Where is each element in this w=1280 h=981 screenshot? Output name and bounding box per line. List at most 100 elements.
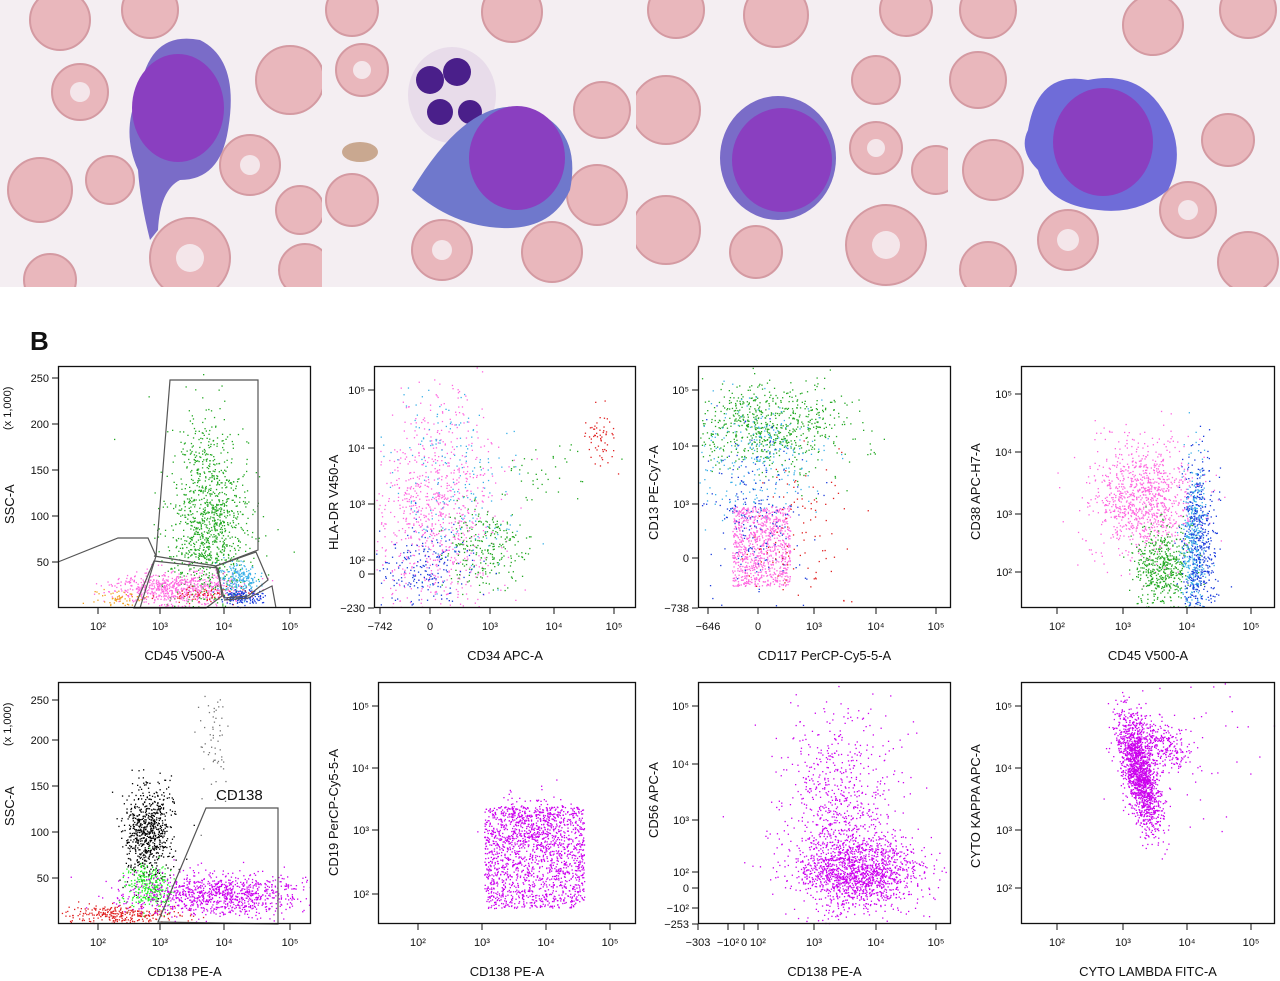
x-tick-label: 10⁵ — [282, 621, 299, 633]
y-axis-label: SSC-A — [2, 786, 17, 826]
event-cloud — [484, 806, 586, 910]
x-tick-label: 10⁵ — [282, 937, 299, 949]
y-tick-label: 10⁵ — [672, 701, 689, 713]
x-axis-label: CD45 V500-A — [144, 648, 225, 663]
event-cloud — [212, 587, 266, 609]
x-axis-label: CD138 PE-A — [469, 964, 545, 979]
x-tick-label: 10⁴ — [216, 621, 233, 633]
x-axis-label: CD45 V500-A — [1107, 648, 1189, 663]
x-tick-label: 10³ — [474, 937, 490, 949]
y-axis-label: SSC-A — [2, 484, 17, 524]
plot-frame — [57, 365, 312, 609]
y-tick-label: 10⁴ — [672, 759, 689, 771]
x-tick-label: −646 — [696, 621, 721, 633]
y-axis-label: HLA-DR V450-A — [326, 454, 341, 550]
x-tick-label: 10⁵ — [1243, 937, 1260, 949]
y-tick-label: 10⁴ — [352, 763, 369, 775]
y-tick-label: 10⁵ — [995, 701, 1012, 713]
event-cloud — [380, 387, 544, 595]
x-tick-label: 10⁵ — [928, 937, 945, 949]
gate-label: CD138 — [216, 787, 263, 804]
plot-frame — [697, 365, 952, 609]
plot-lambda-kappa: 10² 10³ 10⁴ 10⁵ 10⁵ 10⁴ 10³ 10² — [995, 681, 1276, 949]
y-tick-label: 100 — [31, 511, 49, 523]
y-tick-label: 10² — [353, 889, 369, 901]
plot-cd138-ssc: CD138 10² 10³ 10⁴ 10⁵ 250 200 150 100 50 — [31, 681, 312, 949]
micrograph-1 — [0, 0, 322, 287]
x-tick-label: 10⁴ — [216, 937, 233, 949]
event-cloud — [1118, 702, 1219, 783]
plot-4-canvas: 10² 10³ 10⁴ 10⁵ 10⁵ 10⁴ 10³ 10² — [995, 365, 1276, 633]
y-tick-label: 10² — [996, 567, 1012, 579]
micrograph-2 — [322, 0, 636, 287]
y-tick-label: −230 — [340, 603, 365, 615]
event-cloud — [438, 469, 532, 596]
x-tick-label: 10⁵ — [606, 621, 623, 633]
x-tick-label: 10⁴ — [1179, 937, 1196, 949]
micrograph-3 — [636, 0, 948, 287]
event-cloud — [741, 440, 869, 603]
event-cloud — [167, 385, 248, 599]
y-tick-label: 50 — [37, 557, 49, 569]
x-tick-label: 10³ — [1115, 937, 1131, 949]
plot-cd138-cd19: 10² 10³ 10⁴ 10⁵ 10⁵ 10⁴ 10³ 10² — [352, 681, 637, 949]
y-tick-label: 100 — [31, 827, 49, 839]
y-tick-label: 200 — [31, 419, 49, 431]
y-tick-label: 0 — [683, 883, 689, 895]
x-tick-label: 10⁵ — [928, 621, 945, 633]
x-tick-label: 10² — [90, 621, 106, 633]
x-tick-label: 10² — [90, 937, 106, 949]
x-tick-label: −742 — [368, 621, 393, 633]
y-axis-label: CYTO KAPPA APC-A — [968, 744, 983, 868]
event-cloud — [1103, 683, 1276, 833]
x-tick-label: 0 — [755, 621, 761, 633]
event-cloud — [744, 816, 947, 925]
x-tick-label: 10⁵ — [1243, 621, 1260, 633]
y-tick-label: 150 — [31, 465, 49, 477]
x-tick-label: 10² — [1049, 937, 1065, 949]
x-tick-label: 0 — [741, 937, 747, 949]
y-tick-label: 50 — [37, 873, 49, 885]
y-tick-label: 150 — [31, 781, 49, 793]
y-tick-label: 10³ — [349, 499, 365, 511]
x-tick-label: 10⁴ — [1179, 621, 1196, 633]
event-cloud — [722, 685, 933, 922]
y-tick-label: 10² — [996, 883, 1012, 895]
y-tick-label: 250 — [31, 695, 49, 707]
y-tick-label: 10³ — [673, 815, 689, 827]
y-tick-label: −738 — [664, 603, 689, 615]
event-cloud — [477, 779, 583, 873]
y-tick-label: 10³ — [353, 825, 369, 837]
y-tick-label: 10⁴ — [995, 447, 1012, 459]
x-tick-label: −10² — [717, 937, 740, 949]
event-cloud — [376, 367, 538, 609]
y-tick-label: −253 — [664, 919, 689, 931]
y-tick-label: 10⁴ — [995, 763, 1012, 775]
x-axis-label: CYTO LAMBDA FITC-A — [1079, 964, 1217, 979]
y-axis-unit: (x 1,000) — [2, 386, 14, 430]
x-tick-label: 10⁴ — [868, 621, 885, 633]
event-cloud — [82, 588, 148, 607]
x-tick-label: 10⁴ — [868, 937, 885, 949]
x-tick-label: −303 — [686, 937, 711, 949]
y-tick-label: 10² — [349, 555, 365, 567]
event-cloud — [114, 374, 295, 608]
plot-6-canvas: 10² 10³ 10⁴ 10⁵ 10⁵ 10⁴ 10³ 10² — [352, 681, 637, 949]
event-cloud — [70, 859, 311, 923]
x-tick-label: 10³ — [152, 937, 168, 949]
x-tick-label: 10³ — [1115, 621, 1131, 633]
y-tick-label: 10³ — [996, 509, 1012, 521]
x-tick-label: 10² — [410, 937, 426, 949]
y-tick-label: 10² — [673, 867, 689, 879]
event-cloud — [699, 380, 844, 531]
gate-outlines — [57, 379, 277, 609]
x-tick-label: 10⁵ — [602, 937, 619, 949]
plot-cd117-cd13: −646 0 10³ 10⁴ 10⁵ 10⁵ 10⁴ 10³ 0 −738 — [664, 365, 952, 633]
plot-frame — [1020, 365, 1276, 609]
plot-frame — [57, 681, 312, 925]
event-cloud — [479, 444, 623, 501]
y-tick-label: 200 — [31, 735, 49, 747]
panel-b-label: B — [30, 326, 49, 356]
y-axis-unit: (x 1,000) — [2, 702, 14, 746]
y-tick-label: 10⁵ — [352, 701, 369, 713]
